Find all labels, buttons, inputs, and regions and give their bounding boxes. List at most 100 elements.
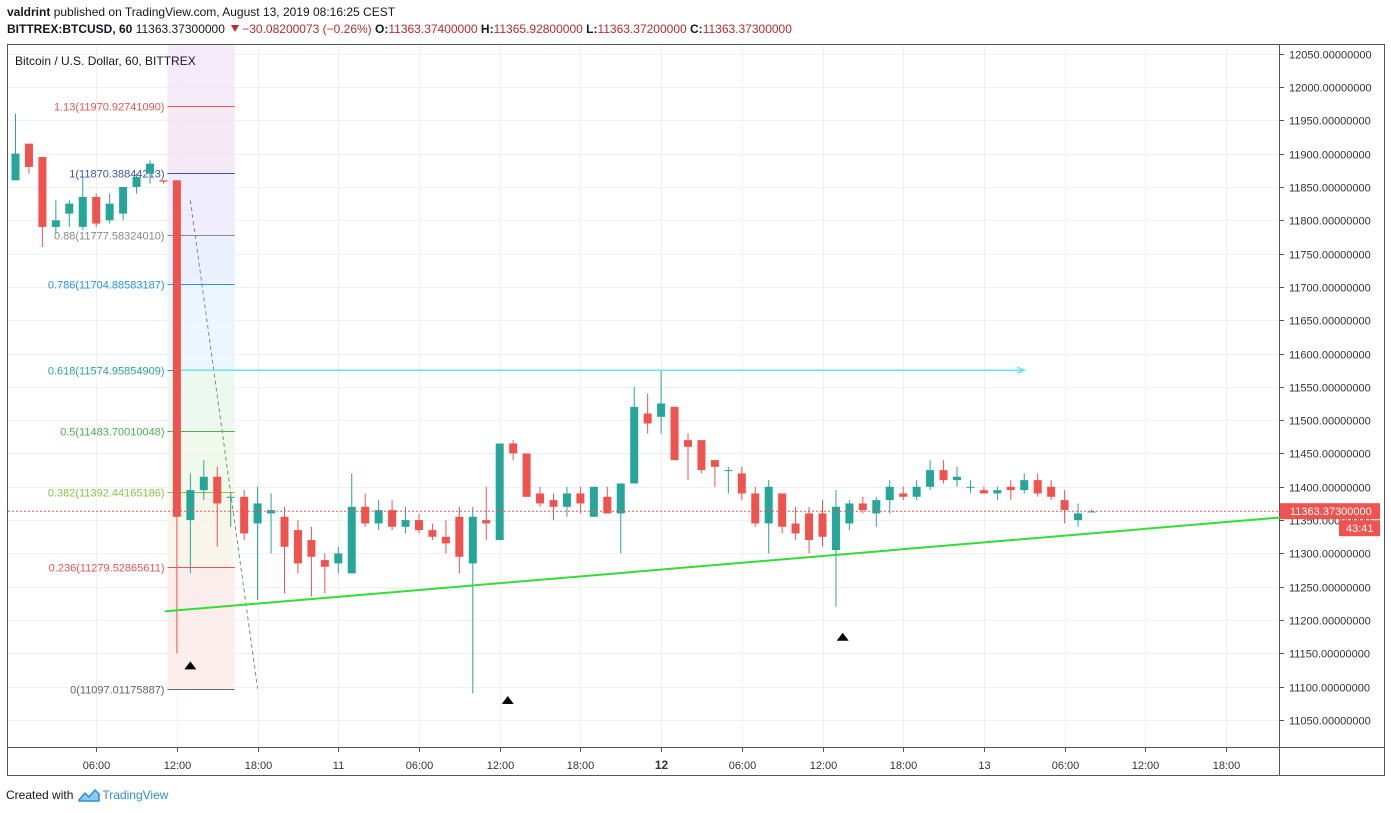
- candle-body: [65, 203, 74, 214]
- fib-drag-line[interactable]: [189, 200, 259, 689]
- author-name[interactable]: valdrint: [7, 5, 51, 19]
- fib-level-label: 0.382(11392.44165186): [48, 488, 165, 500]
- fib-band: [167, 567, 235, 689]
- candle-body: [1060, 500, 1069, 511]
- candle-body: [1033, 480, 1042, 494]
- countdown-badge: [1339, 520, 1380, 537]
- candle-body: [899, 493, 908, 497]
- y-tick-label: 11700.00000000: [1289, 283, 1371, 295]
- candle-body: [1074, 513, 1083, 521]
- y-tick-label: 11650.00000000: [1289, 316, 1371, 328]
- y-tick-label: 11500.00000000: [1289, 416, 1371, 428]
- footer: Created with TradingView: [6, 788, 168, 802]
- candle-body: [657, 403, 666, 417]
- candle-body: [778, 493, 787, 527]
- x-tick-label: 12:00: [487, 760, 515, 772]
- candle-body: [979, 490, 988, 494]
- candle-body: [643, 413, 652, 424]
- fib-band: [167, 45, 235, 107]
- y-tick-label: 11300.00000000: [1289, 549, 1371, 561]
- candle-body: [831, 506, 840, 551]
- y-tick-label: 11200.00000000: [1289, 616, 1371, 628]
- fib-level-label: 0.236(11279.52865611): [49, 563, 165, 575]
- y-tick-label: 11050.00000000: [1289, 716, 1371, 728]
- candle-body: [51, 220, 60, 227]
- fib-level-label: 0(11097.01175887): [70, 685, 164, 697]
- candle-body: [11, 153, 20, 181]
- candle-body: [589, 486, 598, 517]
- y-tick-label: 11750.00000000: [1289, 250, 1371, 262]
- y-tick-label: 11900.00000000: [1289, 150, 1371, 162]
- price-axis[interactable]: 12050.00000000 12000.00000000 11950.000000…: [1279, 50, 1380, 728]
- candle-body: [361, 506, 370, 524]
- candle-body: [172, 180, 181, 517]
- marker-triangle-icon: [501, 696, 514, 705]
- candle-body: [441, 536, 450, 544]
- drawing-overlays[interactable]: [8, 200, 1323, 705]
- x-tick-label: 13: [978, 760, 990, 772]
- candle-body: [428, 530, 437, 537]
- publish-info: valdrint published on TradingView.com, A…: [7, 5, 395, 19]
- candle-body: [455, 516, 464, 557]
- candle-body: [415, 520, 423, 531]
- candle-body: [482, 520, 491, 524]
- candle-body: [119, 186, 128, 214]
- tradingview-logo-icon: [78, 789, 101, 802]
- candle-body: [24, 143, 33, 167]
- candle-body: [616, 483, 625, 514]
- candle-body: [684, 440, 692, 447]
- candle-body: [132, 176, 141, 187]
- x-tick-label: 12: [655, 758, 669, 772]
- candle-body: [307, 540, 316, 557]
- fib-level-label: 1.13(11970.92741090): [54, 102, 165, 114]
- fib-level-label: 1(11870.38844213): [69, 169, 164, 181]
- candle-body: [670, 406, 679, 461]
- y-tick-label: 11100.00000000: [1289, 683, 1370, 695]
- x-tick-label: 18:00: [1213, 760, 1241, 772]
- candle-body: [401, 520, 410, 527]
- fib-level-label: 0.5(11483.70010048): [60, 427, 164, 439]
- y-tick-label: 11450.00000000: [1289, 449, 1371, 461]
- candle-body: [926, 470, 935, 487]
- candle-body: [105, 203, 114, 221]
- candle-body: [1020, 480, 1029, 491]
- created-with-text: Created with: [6, 788, 74, 802]
- y-tick-label: 12050.00000000: [1289, 50, 1372, 62]
- high-value: 11365.92800000: [493, 22, 583, 36]
- candle-body: [146, 163, 154, 174]
- x-tick-label: 18:00: [890, 760, 918, 772]
- candle-body: [509, 443, 518, 454]
- support-trendline[interactable]: [164, 513, 1321, 613]
- last-value: 11363.37300000: [135, 22, 225, 36]
- y-tick-label: 11850.00000000: [1289, 183, 1371, 195]
- x-tick-label: 18:00: [567, 760, 595, 772]
- candle-body: [845, 503, 854, 524]
- chart-title: Bitcoin / U.S. Dollar, 60, BITTREX: [15, 54, 196, 68]
- last-price-badge-label: 11363.37300000: [1290, 506, 1372, 518]
- candle-body: [253, 503, 262, 524]
- change-value: −30.08200073 (−0.26%): [242, 22, 372, 36]
- candle-body: [38, 156, 47, 227]
- x-tick-label: 12:00: [164, 760, 192, 772]
- candle-body: [226, 496, 235, 498]
- x-tick-label: 18:00: [245, 760, 273, 772]
- candle-body: [710, 460, 719, 467]
- candle-body: [872, 500, 881, 514]
- fib-level-label: 0.618(11574.95854909): [48, 366, 165, 378]
- candle-body: [791, 523, 800, 534]
- time-axis[interactable]: 06:00 12:00 18:00 11 06:00 12:00 18:00 12 06:00 1…: [83, 747, 1241, 772]
- candle-body: [751, 493, 760, 524]
- low-value: 11363.37200000: [597, 22, 687, 36]
- chart-frame: [7, 44, 1385, 776]
- candle-body: [953, 476, 961, 481]
- candle-body: [388, 510, 397, 527]
- x-tick-label: 06:00: [83, 760, 111, 772]
- candle-body: [724, 470, 733, 472]
- x-tick-label: 12:00: [1132, 760, 1160, 772]
- candle-body: [199, 476, 208, 491]
- low-label: L:: [586, 22, 598, 36]
- x-tick-label: 06:00: [1052, 760, 1080, 772]
- tradingview-link[interactable]: TradingView: [102, 788, 169, 802]
- last-price-badge: [1280, 503, 1380, 520]
